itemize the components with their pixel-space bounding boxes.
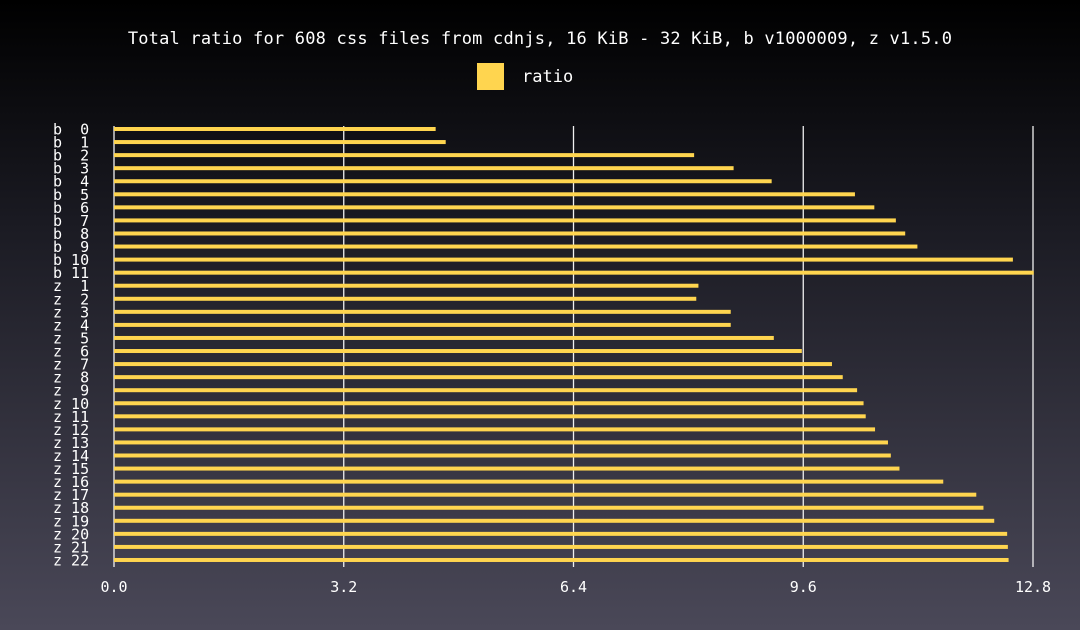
bar (114, 466, 900, 471)
bar (114, 322, 731, 327)
y-tick-label: z 6 (53, 343, 89, 361)
bar (114, 479, 944, 484)
bar (114, 427, 876, 432)
bar (114, 401, 864, 406)
y-tick-label: z 8 (53, 369, 89, 387)
y-tick-label: z 13 (53, 434, 89, 452)
bar (114, 335, 774, 340)
bar (114, 557, 1009, 562)
x-tick-label: 0.0 (100, 578, 127, 596)
y-tick-label: b 9 (53, 238, 89, 256)
y-tick-label: b 7 (53, 212, 89, 230)
bar (114, 349, 802, 354)
y-tick-label: b 5 (53, 186, 89, 204)
bar (114, 127, 436, 131)
chart-title: Total ratio for 608 css files from cdnjs… (127, 29, 953, 49)
bar (114, 179, 772, 184)
bar (114, 518, 995, 523)
bar (114, 544, 1008, 549)
x-tick-label: 9.6 (790, 578, 817, 596)
y-tick-label: b 11 (53, 264, 89, 282)
bar (114, 453, 891, 458)
y-tick-label: z 2 (53, 290, 89, 308)
bar (114, 440, 888, 445)
bar (114, 414, 866, 419)
legend-swatch-ratio (477, 63, 504, 90)
bar (114, 388, 858, 393)
x-tick-label: 6.4 (560, 578, 587, 596)
x-tick-label: 3.2 (330, 578, 357, 596)
bar (114, 192, 855, 197)
bar (114, 283, 699, 288)
bar (114, 309, 731, 314)
y-tick-label: b 3 (53, 160, 89, 178)
bar (114, 492, 977, 497)
bar (114, 244, 918, 249)
x-tick-label: 12.8 (1015, 578, 1051, 596)
bar (114, 375, 843, 380)
y-tick-label: z 1 (53, 277, 89, 295)
y-tick-label: z 3 (53, 303, 89, 321)
y-tick-label: b 0 (53, 121, 89, 139)
y-tick-label: z 9 (53, 382, 89, 400)
y-tick-label: b 1 (53, 134, 89, 152)
y-tick-label: z 14 (53, 447, 89, 465)
bar (114, 140, 446, 145)
y-tick-label: b 4 (53, 173, 89, 191)
y-tick-label: z 10 (53, 395, 89, 413)
y-tick-label: z 18 (53, 499, 89, 517)
bar (114, 166, 734, 171)
y-tick-label: z 4 (53, 316, 89, 334)
bar (114, 205, 875, 210)
bar (114, 231, 906, 236)
bar (114, 531, 1008, 536)
y-tick-label: z 12 (53, 421, 89, 439)
bar (114, 218, 896, 223)
y-tick-label: z 5 (53, 329, 89, 347)
bar (114, 505, 984, 510)
y-tick-label: z 21 (53, 538, 89, 556)
y-tick-label: z 16 (53, 473, 89, 491)
y-tick-label: z 20 (53, 525, 89, 543)
bar (114, 153, 695, 158)
y-tick-label: b 10 (53, 251, 89, 269)
y-tick-label: b 6 (53, 199, 89, 217)
y-tick-label: z 19 (53, 512, 89, 530)
bar (114, 270, 1034, 275)
bar (114, 296, 697, 301)
y-tick-label: z 22 (53, 551, 89, 569)
y-tick-label: b 2 (53, 147, 89, 165)
y-tick-label: b 8 (53, 225, 89, 243)
legend[interactable]: ratio (477, 63, 573, 90)
y-tick-label: z 7 (53, 356, 89, 374)
bar (114, 257, 1013, 262)
y-tick-label: z 17 (53, 486, 89, 504)
bar (114, 362, 832, 367)
y-tick-label: z 11 (53, 408, 89, 426)
legend-label-ratio: ratio (522, 66, 574, 87)
y-tick-label: z 15 (53, 460, 89, 478)
